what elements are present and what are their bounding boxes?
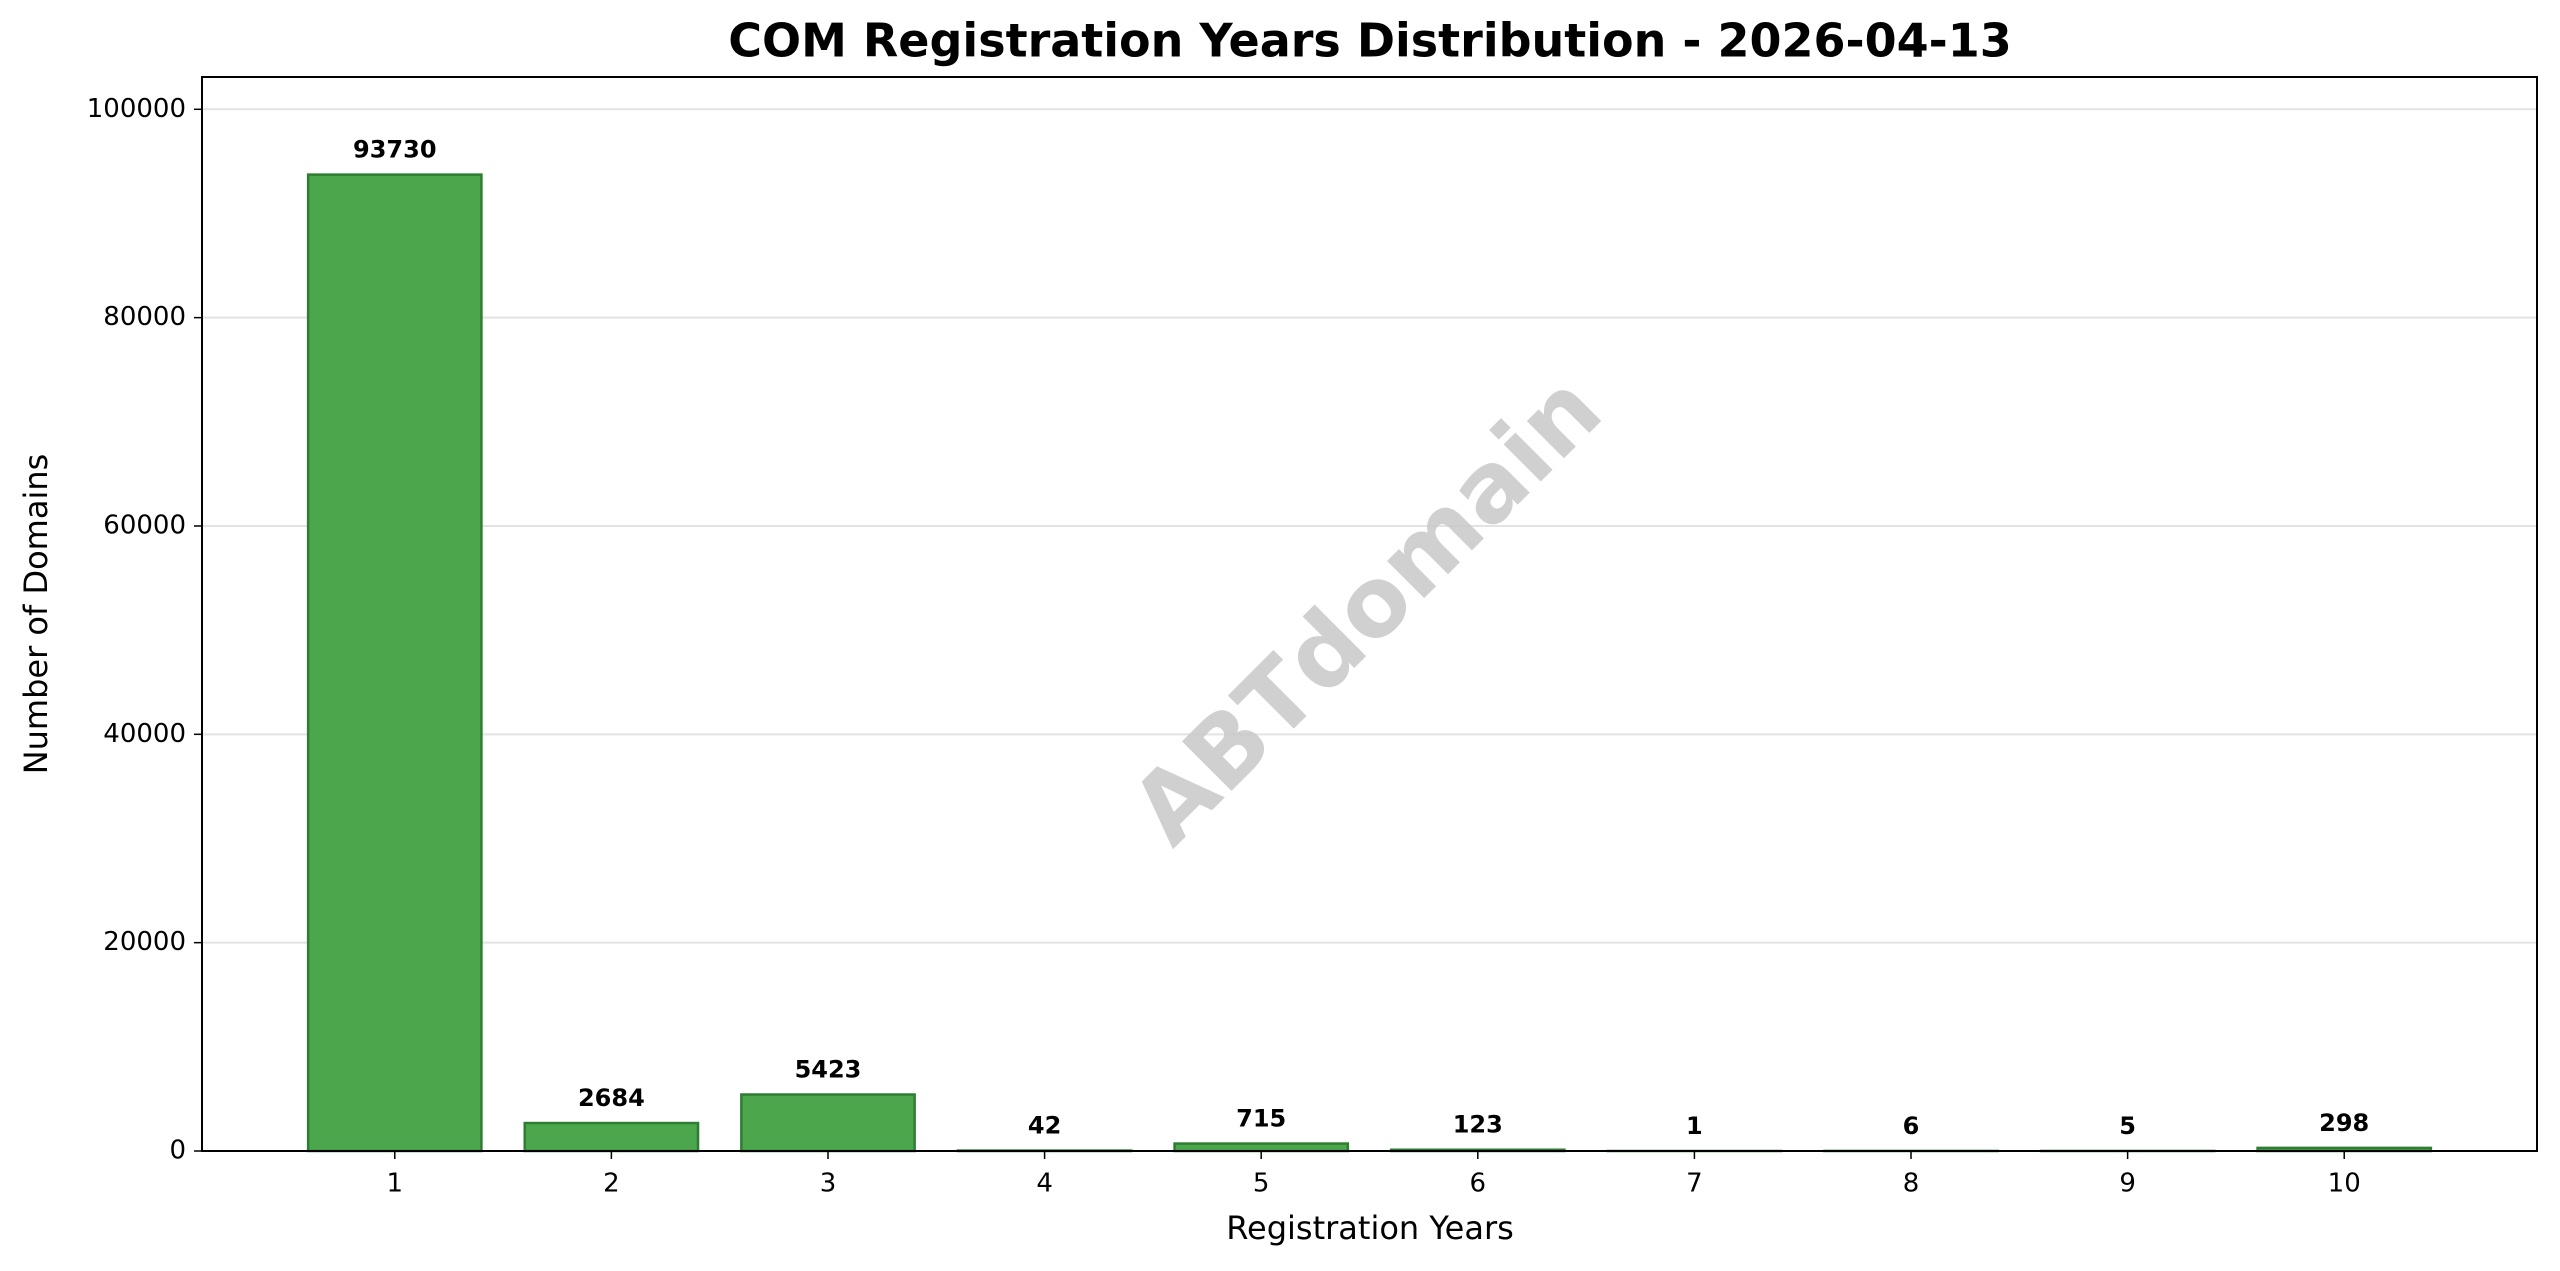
y-tick-label: 40000 — [103, 719, 186, 749]
x-tick-label: 9 — [2119, 1169, 2136, 1199]
value-label: 1 — [1686, 1112, 1703, 1140]
value-label: 715 — [1236, 1105, 1286, 1133]
value-label: 2684 — [578, 1084, 645, 1112]
value-label: 42 — [1028, 1112, 1061, 1140]
x-tick-label: 7 — [1686, 1169, 1703, 1199]
value-label: 298 — [2319, 1109, 2369, 1137]
x-tick-label: 2 — [603, 1169, 620, 1199]
x-tick-label: 5 — [1253, 1169, 1270, 1199]
y-tick-label: 100000 — [87, 94, 186, 124]
x-tick-label: 3 — [820, 1169, 837, 1199]
bar — [740, 1093, 916, 1153]
chart-title: COM Registration Years Distribution - 20… — [728, 14, 2012, 68]
bar — [306, 173, 483, 1153]
y-tick-label: 0 — [169, 1136, 186, 1166]
y-axis-label: Number of Domains — [17, 454, 55, 775]
x-tick-label: 1 — [387, 1169, 404, 1199]
x-tick-label: 4 — [1036, 1169, 1053, 1199]
watermark: ABTdomain — [1110, 353, 1623, 866]
value-label: 123 — [1453, 1111, 1503, 1139]
plot-frame — [201, 76, 2538, 1152]
y-tick-label: 80000 — [103, 302, 186, 332]
y-tick-label: 20000 — [103, 927, 186, 957]
x-tick-label: 8 — [1903, 1169, 1920, 1199]
value-label: 6 — [1903, 1112, 1920, 1140]
value-label: 5423 — [795, 1056, 862, 1084]
bar — [523, 1121, 700, 1153]
x-tick-label: 6 — [1470, 1169, 1487, 1199]
y-tick-label: 60000 — [103, 510, 186, 540]
bar — [1173, 1142, 1350, 1153]
value-label: 93730 — [353, 136, 437, 164]
x-tick-label: 10 — [2328, 1169, 2361, 1199]
value-label: 5 — [2119, 1112, 2136, 1140]
x-axis-label: Registration Years — [1226, 1209, 1514, 1247]
